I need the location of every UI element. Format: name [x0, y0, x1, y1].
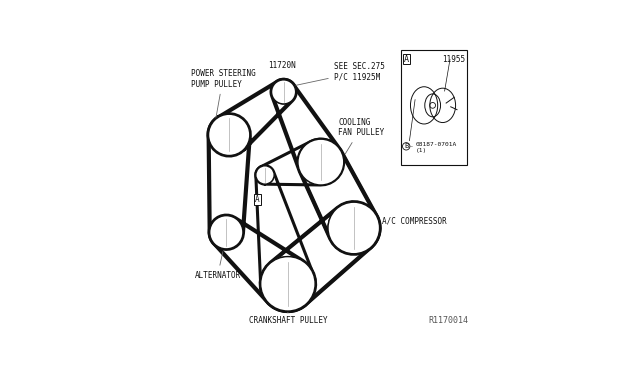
- Text: ALTERNATOR: ALTERNATOR: [195, 251, 241, 280]
- Text: SEE SEC.275
P/C 11925M: SEE SEC.275 P/C 11925M: [296, 62, 385, 85]
- Circle shape: [271, 80, 296, 104]
- Text: 11955: 11955: [442, 55, 465, 64]
- Circle shape: [256, 166, 274, 184]
- Text: A: A: [404, 55, 409, 64]
- Circle shape: [328, 202, 380, 254]
- Text: COOLING
FAN PULLEY: COOLING FAN PULLEY: [338, 118, 384, 154]
- Bar: [401, 50, 467, 165]
- Text: B: B: [404, 143, 408, 149]
- Text: 11720N: 11720N: [268, 61, 296, 70]
- Circle shape: [210, 216, 243, 249]
- Text: CRANKSHAFT PULLEY: CRANKSHAFT PULLEY: [248, 311, 327, 325]
- Text: R1170014: R1170014: [428, 316, 468, 326]
- Text: A/C COMPRESSOR: A/C COMPRESSOR: [380, 216, 447, 225]
- Circle shape: [209, 114, 250, 155]
- Circle shape: [260, 257, 315, 311]
- Circle shape: [298, 139, 344, 185]
- Text: 08187-0701A
(1): 08187-0701A (1): [410, 142, 456, 153]
- Text: POWER STEERING
PUMP PULLEY: POWER STEERING PUMP PULLEY: [191, 69, 255, 122]
- Text: A: A: [255, 195, 260, 204]
